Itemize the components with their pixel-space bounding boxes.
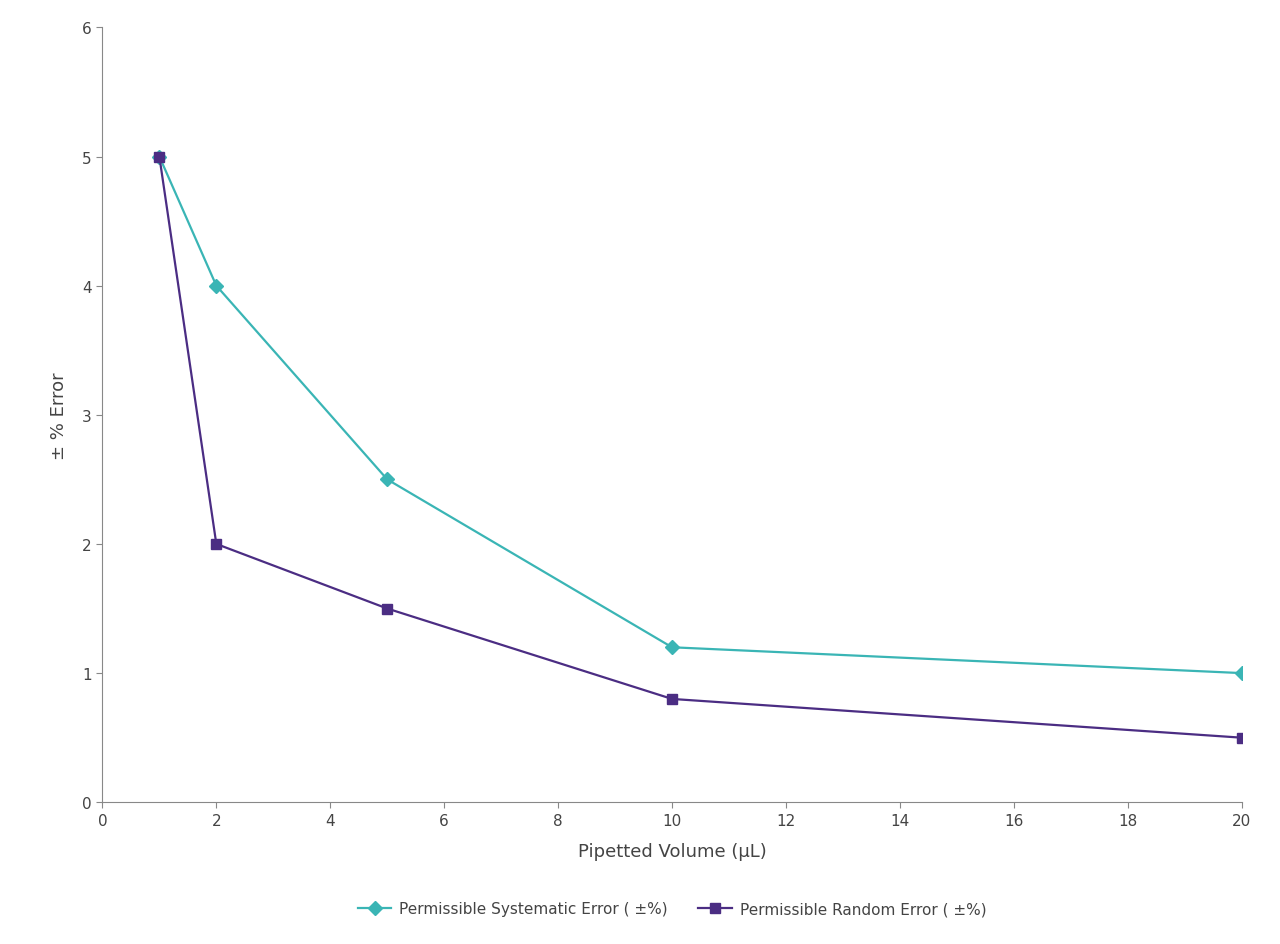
- Permissible Random Error ( ±%): [209, 539, 224, 550]
- Permissible Systematic Error ( ±%): [152, 152, 166, 163]
- Legend: Permissible Systematic Error ( ±%), Permissible Random Error ( ±%): Permissible Systematic Error ( ±%), Perm…: [352, 895, 992, 922]
- Line: Permissible Systematic Error ( ±%): Permissible Systematic Error ( ±%): [155, 153, 1247, 678]
- Line: Permissible Random Error ( ±%): Permissible Random Error ( ±%): [155, 153, 1247, 743]
- X-axis label: Pipetted Volume (μL): Pipetted Volume (μL): [577, 842, 767, 860]
- Permissible Systematic Error ( ±%): [209, 280, 224, 292]
- Permissible Random Error ( ±%): [152, 152, 166, 163]
- Permissible Systematic Error ( ±%): [664, 642, 680, 653]
- Permissible Random Error ( ±%): [1234, 733, 1249, 744]
- Y-axis label: ± % Error: ± % Error: [50, 372, 68, 459]
- Permissible Random Error ( ±%): [664, 694, 680, 705]
- Permissible Random Error ( ±%): [379, 603, 394, 615]
- Permissible Systematic Error ( ±%): [379, 474, 394, 485]
- Permissible Systematic Error ( ±%): [1234, 667, 1249, 679]
